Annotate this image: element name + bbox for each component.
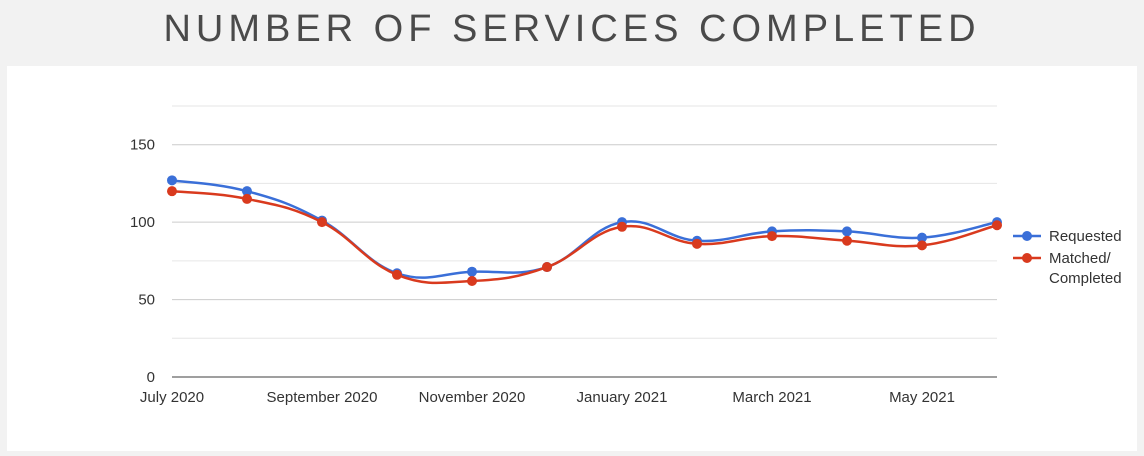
series-line-requested	[171, 179, 998, 279]
x-tick-label: November 2020	[419, 389, 526, 406]
y-tick-label: 100	[130, 214, 155, 231]
chart-title: NUMBER OF SERVICES COMPLETED	[163, 8, 981, 50]
data-point-requested	[467, 266, 477, 277]
y-tick-label: 50	[138, 292, 155, 309]
data-point-matched-completed	[992, 220, 1002, 231]
data-point-matched-completed	[542, 262, 552, 273]
data-point-matched-completed	[167, 186, 177, 197]
legend-marker-matched-completed	[1022, 253, 1032, 263]
data-point-matched-completed	[842, 235, 852, 246]
data-point-matched-completed	[392, 269, 402, 280]
data-point-matched-completed	[692, 238, 702, 249]
x-tick-label: July 2020	[140, 389, 204, 406]
chart-panel	[7, 66, 1137, 451]
data-point-requested	[842, 226, 852, 237]
data-point-requested	[167, 175, 177, 186]
legend-marker-requested	[1022, 231, 1032, 241]
legend-label-matched-completed: Matched/	[1049, 250, 1112, 267]
y-tick-label: 150	[130, 137, 155, 154]
x-tick-label: January 2021	[577, 389, 668, 406]
data-point-requested	[917, 232, 927, 243]
data-point-matched-completed	[467, 275, 477, 286]
data-point-matched-completed	[917, 240, 927, 251]
legend-label-matched-completed: Completed	[1049, 270, 1122, 287]
x-tick-label: September 2020	[267, 389, 378, 406]
data-point-matched-completed	[767, 231, 777, 242]
data-point-matched-completed	[242, 193, 252, 204]
data-point-matched-completed	[617, 221, 627, 232]
y-tick-label: 0	[147, 369, 155, 386]
data-point-requested	[242, 186, 252, 197]
x-tick-label: March 2021	[732, 389, 811, 406]
series-line-matched-completed	[171, 189, 998, 285]
x-tick-label: May 2021	[889, 389, 955, 406]
legend-label-requested: Requested	[1049, 228, 1122, 245]
data-point-matched-completed	[317, 217, 327, 228]
